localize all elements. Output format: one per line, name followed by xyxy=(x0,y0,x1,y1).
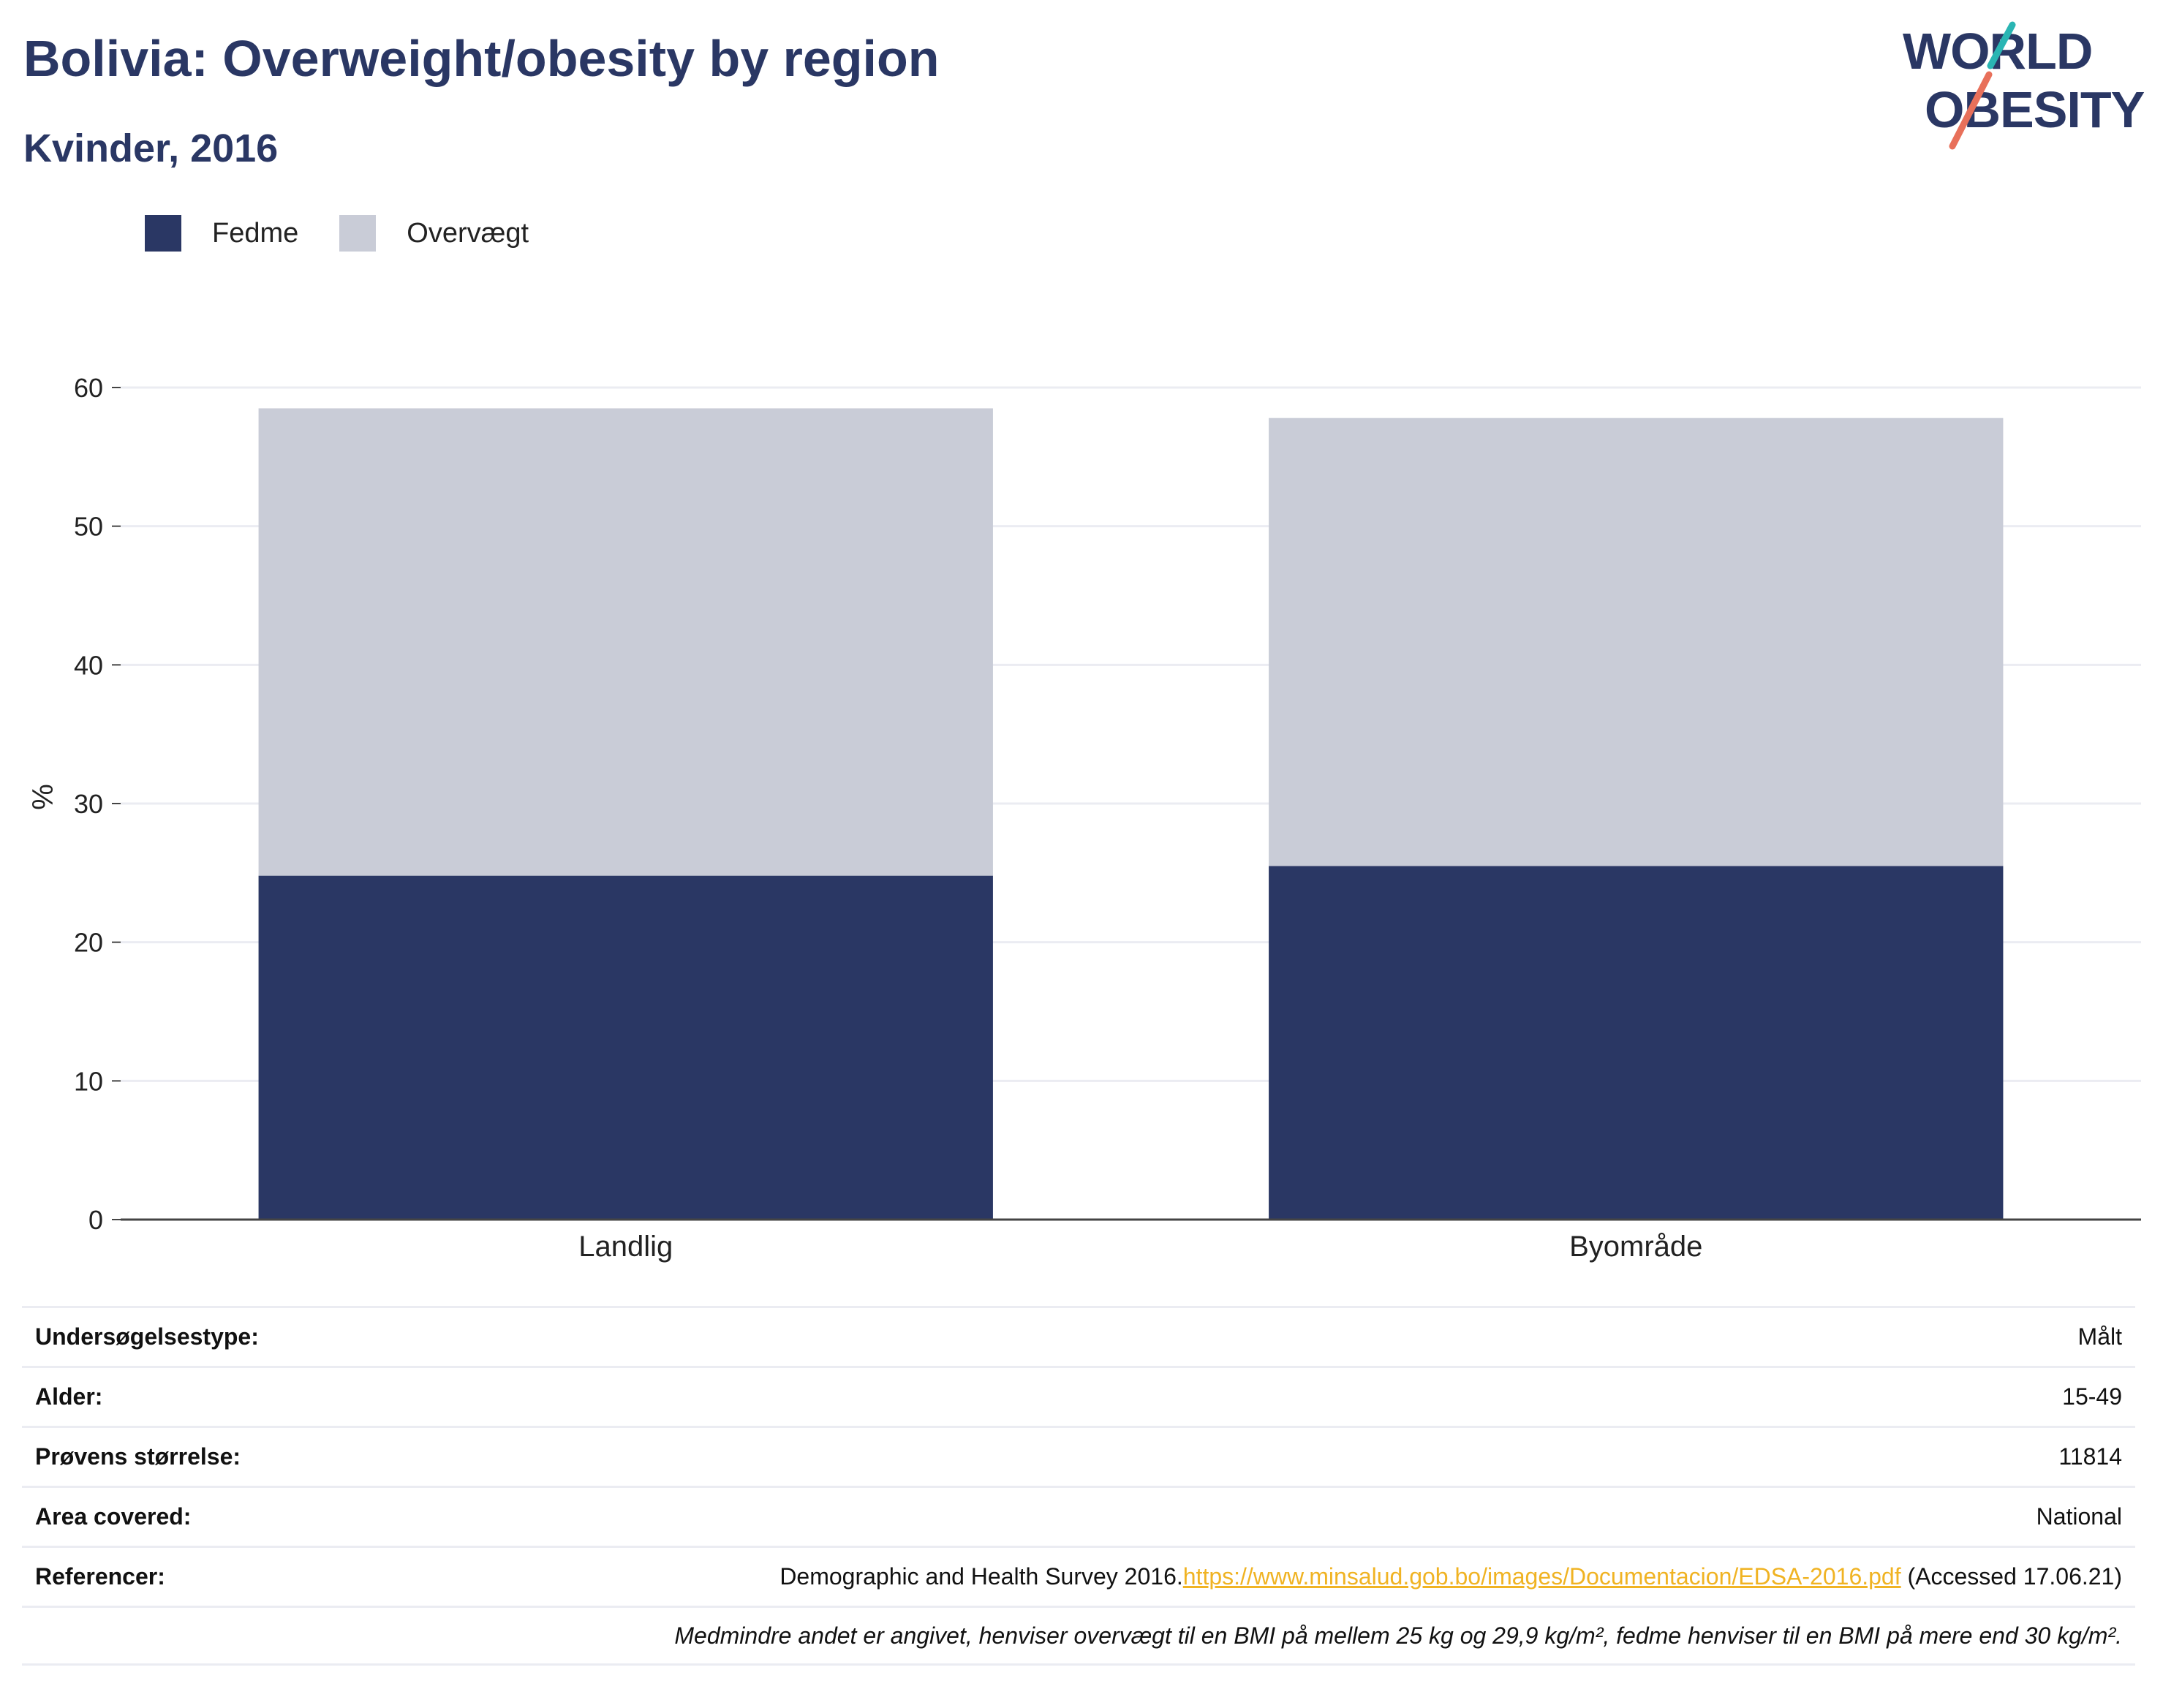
legend-label-overvaegt: Overvægt xyxy=(407,217,529,249)
bar-overv-gt xyxy=(258,408,993,876)
bar-chart: 0 10 20 30 40 50 60 Landlig Byområde % xyxy=(27,373,2141,1263)
legend-item-fedme[interactable]: Fedme xyxy=(145,215,298,252)
reference-suffix: (Accessed 17.06.21) xyxy=(1900,1563,2123,1590)
y-tick-label: 40 xyxy=(74,650,103,680)
axes: 0 10 20 30 40 50 60 Landlig Byområde xyxy=(74,373,2141,1263)
reference-value: Demographic and Health Survey 2016.https… xyxy=(779,1563,2122,1590)
info-value: 11814 xyxy=(2058,1443,2122,1470)
y-tick-label: 60 xyxy=(74,373,103,403)
y-tick-label: 0 xyxy=(88,1205,103,1235)
logo-slash-bottom xyxy=(1949,71,1993,150)
legend-swatch-fedme xyxy=(145,215,181,252)
logo-slash-top xyxy=(1987,21,2016,69)
legend-label-fedme: Fedme xyxy=(212,217,299,249)
bars xyxy=(258,408,2004,1220)
info-value: Målt xyxy=(2077,1323,2122,1350)
chart-title: Bolivia: Overweight/obesity by region xyxy=(23,30,940,87)
bar-fedme xyxy=(258,875,993,1220)
chart-subtitle: Kvinder, 2016 xyxy=(23,126,279,170)
y-tick-label: 10 xyxy=(74,1066,103,1096)
x-tick-label: Landlig xyxy=(578,1231,673,1263)
legend-swatch-overvaegt xyxy=(339,215,377,252)
y-tick-label: 20 xyxy=(74,928,103,958)
info-row-area-covered: Area covered: National xyxy=(22,1486,2135,1546)
info-row-sample-size: Prøvens størrelse: 11814 xyxy=(22,1426,2135,1486)
note-row: Medmindre andet er angivet, henviser ove… xyxy=(22,1606,2135,1666)
info-row-age: Alder: 15-49 xyxy=(22,1366,2135,1426)
y-tick-label: 50 xyxy=(74,512,103,542)
world-obesity-logo: WORLD OBESITY xyxy=(1903,21,2145,150)
info-label: Undersøgelsestype: xyxy=(35,1323,259,1350)
info-label: Referencer: xyxy=(35,1563,165,1590)
reference-link[interactable]: https://www.minsalud.gob.bo/images/Docum… xyxy=(1182,1563,1901,1590)
info-label: Area covered: xyxy=(35,1503,192,1530)
y-axis-title: % xyxy=(27,784,59,810)
info-table: Undersøgelsestype: Målt Alder: 15-49 Prø… xyxy=(22,1306,2135,1666)
reference-prefix: Demographic and Health Survey 2016. xyxy=(779,1563,1183,1590)
info-row-survey-type: Undersøgelsestype: Målt xyxy=(22,1306,2135,1366)
info-value: National xyxy=(2036,1503,2122,1530)
info-label: Alder: xyxy=(35,1383,103,1410)
bar-overv-gt xyxy=(1269,417,2004,866)
x-tick-label: Byområde xyxy=(1569,1231,1702,1263)
bmi-note: Medmindre andet er angivet, henviser ove… xyxy=(674,1622,2122,1649)
bar-fedme xyxy=(1269,866,2004,1220)
info-row-references: Referencer: Demographic and Health Surve… xyxy=(22,1546,2135,1606)
legend-item-overvaegt[interactable]: Overvægt xyxy=(339,215,529,252)
legend: Fedme Overvægt xyxy=(145,215,570,252)
info-label: Prøvens størrelse: xyxy=(35,1443,241,1470)
info-value: 15-49 xyxy=(2062,1383,2122,1410)
y-tick-label: 30 xyxy=(74,789,103,819)
